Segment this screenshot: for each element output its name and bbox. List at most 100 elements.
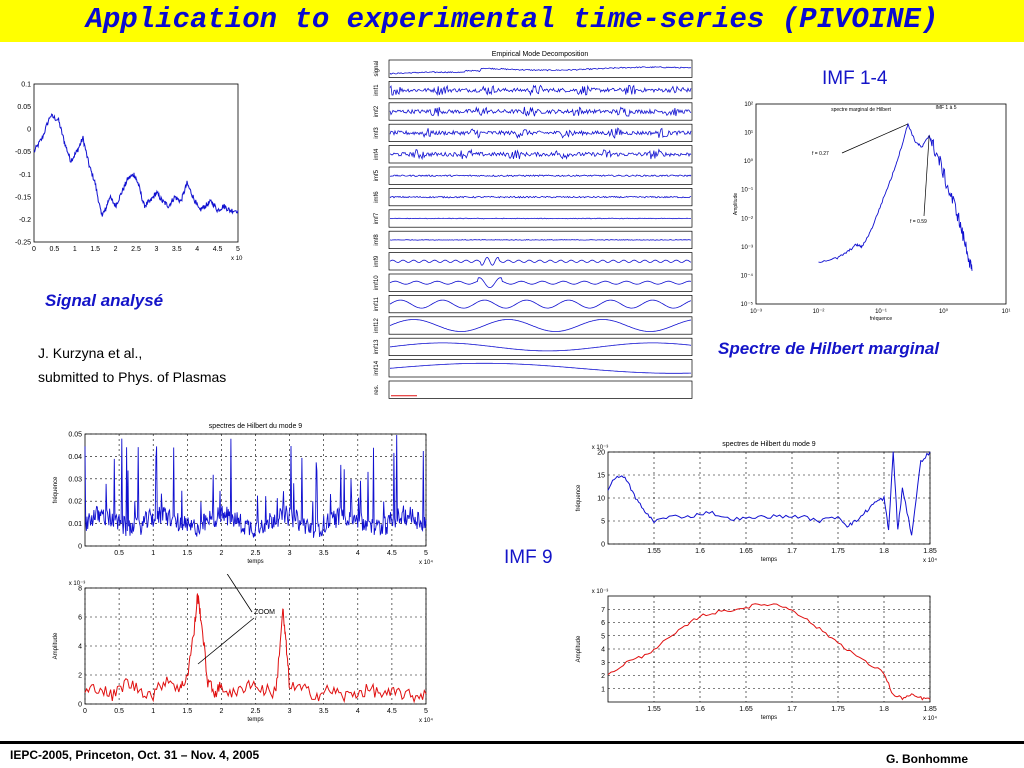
y-axis-label: Amplitude <box>733 193 739 215</box>
x-tick-label: 1.75 <box>831 548 845 555</box>
y-tick-label: 8 <box>78 586 82 593</box>
y-tick-label: 2 <box>78 673 82 680</box>
emd-row-signal <box>389 84 692 97</box>
emd-row-signal <box>389 342 692 352</box>
emd-row-signal <box>389 66 692 75</box>
emd-row-label: imf12 <box>374 318 380 333</box>
x-tick-label: 1 <box>151 550 155 557</box>
x-tick-label: 4 <box>195 246 199 253</box>
imf-9-label: IMF 9 <box>504 547 553 568</box>
zoom-freq-figure: 1.55 1.6 1.65 1.7 1.75 1.8 1.85 20 15 10 5 0 spectre… <box>570 428 950 580</box>
x-tick-label: 1.8 <box>879 706 889 713</box>
y-tick-label: 10 <box>597 496 605 503</box>
y-tick-label: 0.05 <box>68 432 82 439</box>
x-tick-label: 10⁻¹ <box>875 309 887 315</box>
emd-row-frame <box>388 380 693 399</box>
y-tick-label: 1 <box>601 686 605 693</box>
emd-row-signal <box>389 362 691 374</box>
x-tick-label: 1.5 <box>182 708 192 715</box>
y-multiplier: x 10⁻³ <box>592 589 609 595</box>
emd-row-frame <box>388 123 693 142</box>
footer-author: G. Bonhomme <box>885 752 968 766</box>
x-tick-label: 1.8 <box>879 548 889 555</box>
y-tick-label: 0.05 <box>17 104 31 111</box>
x-tick-label: 1.65 <box>739 706 753 713</box>
emd-row-frame <box>388 252 693 271</box>
footer-rule <box>0 741 1024 744</box>
y-axis-label: Amplitude <box>53 632 59 659</box>
y-tick-label: 0 <box>601 542 605 549</box>
y-tick-label: 10⁻² <box>741 216 753 222</box>
emd-row-signal <box>389 217 691 220</box>
x-tick-label: 10¹ <box>1002 309 1011 315</box>
y-tick-label: 10⁻¹ <box>741 188 753 194</box>
y-tick-label: 10⁻³ <box>741 245 753 251</box>
x-tick-label: 1.5 <box>182 550 192 557</box>
emd-row-signal <box>389 174 692 178</box>
x-axis-label: temps <box>761 557 777 563</box>
x-multiplier: x 10⁴ <box>923 715 937 722</box>
x-tick-label: 1.55 <box>647 548 661 555</box>
x-multiplier: x 10⁴ <box>419 717 433 724</box>
emd-row-frame <box>388 359 693 378</box>
x-tick-label: 10⁰ <box>939 308 949 315</box>
x-multiplier: x 10⁴ <box>419 559 433 566</box>
x-tick-label: 1.55 <box>647 706 661 713</box>
x-tick-label: 2.5 <box>251 708 261 715</box>
y-axis-label: fréquence <box>576 484 582 511</box>
x-tick-label: 1.85 <box>923 548 937 555</box>
emd-row-signal <box>389 106 692 117</box>
emd-row-signal <box>389 256 692 266</box>
hilbert-marginal-figure: 10⁻³ 10⁻² 10⁻¹ 10⁰ 10¹ 10² 10¹ 10⁰ 10⁻¹ 10⁻² 10⁻³ 1… <box>730 92 1020 327</box>
x-tick-label: 3.5 <box>319 550 329 557</box>
emd-row-frame <box>388 337 693 356</box>
x-axis-label: temps <box>761 715 777 721</box>
imf-1-4-label: IMF 1-4 <box>822 68 888 89</box>
emd-row-label: imf8 <box>374 234 380 246</box>
y-tick-label: 0 <box>78 544 82 551</box>
x-multiplier: x 10⁴ <box>923 557 937 564</box>
y-tick-label: 10⁻⁵ <box>741 301 754 308</box>
x-axis-label: fréquence <box>870 316 892 322</box>
zoom-amplitude-chart: 1.55 1.6 1.65 1.7 1.75 1.8 1.85 7 6 5 4 3 2 1 temps Amp… <box>576 589 937 722</box>
x-tick-label: 1.5 <box>90 246 100 253</box>
y-tick-label: 4 <box>601 647 605 654</box>
emd-row-label: imf11 <box>374 296 380 311</box>
y-tick-label: -0.05 <box>15 149 31 156</box>
x-tick-label: 1 <box>73 246 77 253</box>
emd-row-frame <box>388 273 693 292</box>
footer-conference: IEPC-2005, Princeton, Oct. 31 – Nov. 4, … <box>10 748 260 762</box>
hilbert-marginal-chart: 10⁻³ 10⁻² 10⁻¹ 10⁰ 10¹10²10¹10⁰10⁻¹10⁻²10⁻³1… <box>733 102 1011 322</box>
y-tick-label: -0.15 <box>15 194 31 201</box>
annotation-f059: f = 0.59 <box>910 219 927 225</box>
imf9-amplitude-chart: 0 0.5 1 1.5 2 2.5 3 3.5 4 4.5 5 8 6 4 2 0 temps Amplitude… <box>53 574 433 724</box>
y-tick-label: 0.02 <box>68 499 82 506</box>
x-tick-label: 4.5 <box>387 550 397 557</box>
emd-row-label: imf2 <box>374 105 380 117</box>
chart-title: spectre marginal de Hilbert <box>831 107 891 113</box>
y-tick-label: 0.01 <box>68 521 82 528</box>
emd-row-signal <box>389 277 692 289</box>
emd-row-label: imf5 <box>374 169 380 181</box>
y-tick-label: 0 <box>78 702 82 709</box>
plot-frame <box>33 83 239 243</box>
series-line <box>607 451 931 536</box>
chart-title: spectres de Hilbert du mode 9 <box>722 441 815 448</box>
emd-row-signal <box>389 239 692 241</box>
x-tick-label: 2 <box>219 550 223 557</box>
emd-row-signal <box>389 299 692 309</box>
zoom-arrow <box>197 617 255 665</box>
emd-row-label: signal <box>374 61 380 77</box>
emd-chart: Empirical Mode Decomposition signal imf1 im… <box>374 51 693 399</box>
y-tick-label: 0.03 <box>68 476 82 483</box>
x-tick-label: 3 <box>288 550 292 557</box>
zoom-frequency-chart: 1.55 1.6 1.65 1.7 1.75 1.8 1.85 20 15 10 5 0 spectre… <box>576 441 937 564</box>
x-tick-label: 1 <box>151 708 155 715</box>
y-multiplier: x 10⁻³ <box>69 581 86 587</box>
annotation-arrow <box>841 123 909 154</box>
y-tick-label: 3 <box>601 660 605 667</box>
x-tick-label: 0 <box>32 246 36 253</box>
y-tick-label: 15 <box>597 473 605 480</box>
title-bar <box>0 0 1024 42</box>
annotation-arrow <box>923 135 930 217</box>
